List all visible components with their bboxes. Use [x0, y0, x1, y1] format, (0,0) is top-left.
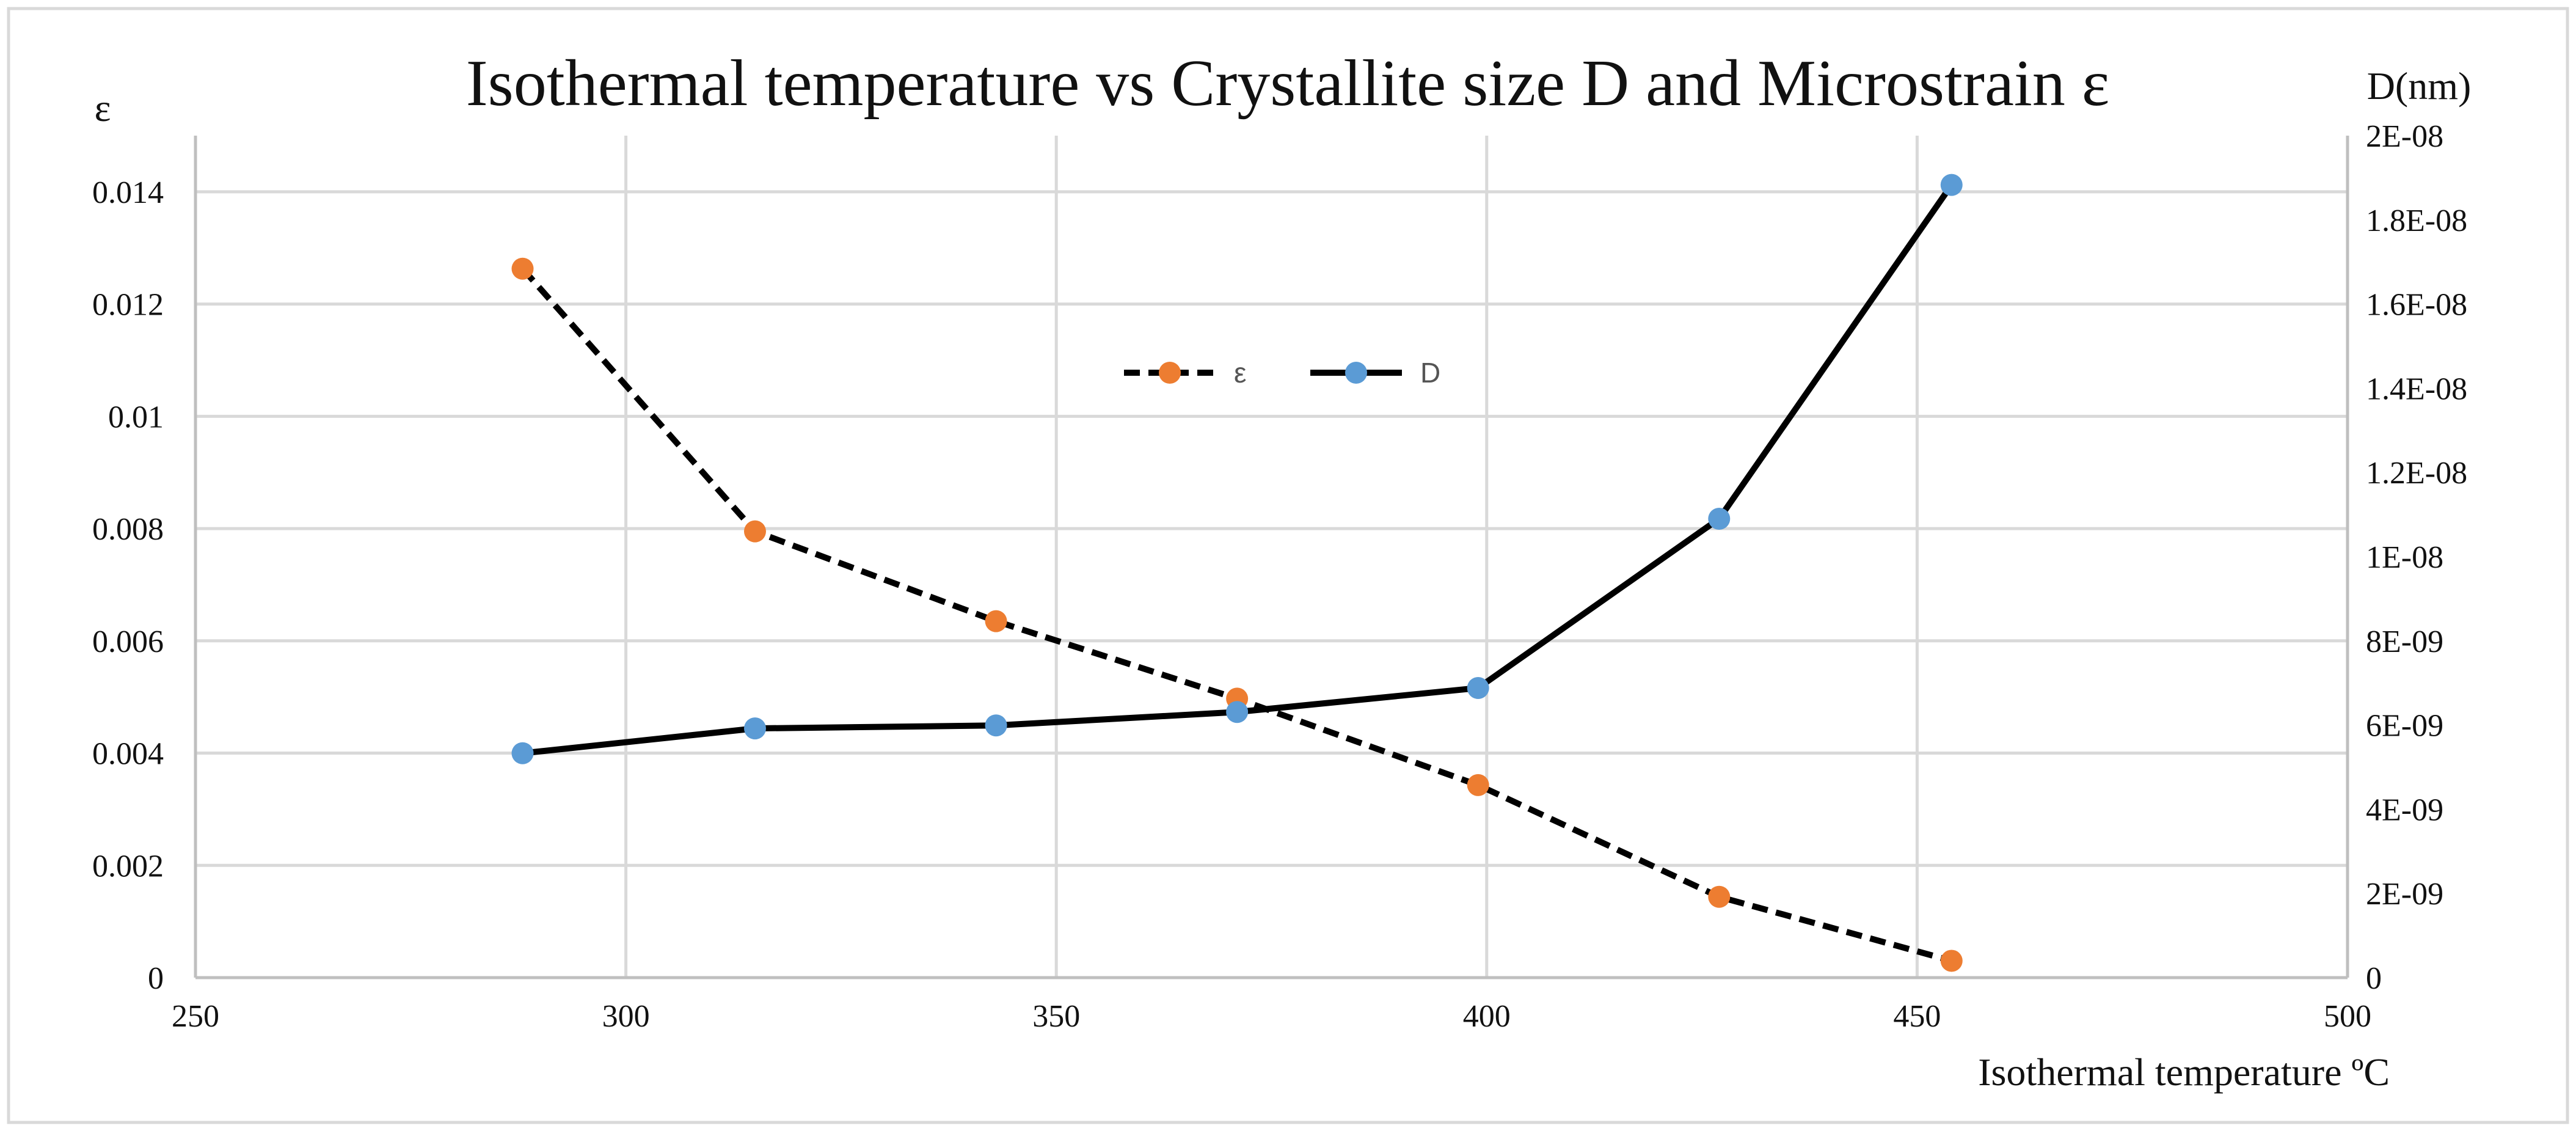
data-point-d	[1467, 676, 1489, 699]
y-left-tick-label: 0.008	[92, 512, 164, 547]
axes: 0 0.002 0.004 0.006 0.008 0.01 0.012 0.014 0 2E-0…	[92, 119, 2467, 1034]
data-point-d	[1940, 174, 1963, 196]
y-right-tick-label: 1E-08	[2366, 540, 2443, 575]
y-left-tick-label: 0.006	[92, 624, 164, 659]
chart-border	[7, 7, 2569, 1124]
x-tick-label: 400	[1463, 999, 1511, 1034]
x-tick-label: 450	[1893, 999, 1941, 1034]
x-tick-label: 500	[2324, 999, 2371, 1034]
data-point-epsilon	[1940, 950, 1963, 972]
y-right-tick-label: 0	[2366, 961, 2382, 996]
data-point-d	[743, 717, 766, 740]
y-left-tick-label: 0.014	[92, 175, 164, 210]
legend-marker-d	[1345, 362, 1367, 384]
y-left-tick-label: 0.01	[108, 400, 164, 434]
y-right-tick-label: 2E-08	[2366, 119, 2443, 154]
x-tick-label: 350	[1032, 999, 1080, 1034]
y-right-tick-label: 1.8E-08	[2366, 203, 2467, 238]
y-right-tick-label: 6E-09	[2366, 709, 2443, 744]
data-point-epsilon	[1708, 885, 1731, 908]
data-point-d	[511, 742, 534, 764]
y-left-tick-label: 0.004	[92, 737, 164, 772]
x-tick-label: 250	[172, 999, 219, 1034]
y-left-tick-label: 0	[148, 961, 164, 996]
y-right-axis-label: D(nm)	[2367, 64, 2472, 108]
chart-title: Isothermal temperature vs Crystallite si…	[466, 47, 2110, 120]
legend-marker-epsilon	[1159, 362, 1181, 384]
data-point-epsilon	[985, 610, 1007, 632]
data-point-epsilon	[743, 520, 766, 543]
y-left-tick-label: 0.012	[92, 288, 164, 323]
y-right-tick-label: 8E-09	[2366, 624, 2443, 659]
gridlines	[195, 136, 2348, 978]
y-left-tick-label: 0.002	[92, 849, 164, 884]
data-point-d	[1226, 701, 1249, 723]
y-left-axis-label: ε	[95, 86, 111, 130]
data-point-d	[1708, 507, 1731, 530]
y-right-tick-label: 1.2E-08	[2366, 456, 2467, 491]
y-right-tick-label: 2E-09	[2366, 877, 2443, 912]
y-right-tick-label: 1.6E-08	[2366, 288, 2467, 323]
y-right-tick-label: 1.4E-08	[2366, 372, 2467, 406]
x-tick-label: 300	[602, 999, 650, 1034]
series-layer	[511, 174, 1963, 972]
y-right-tick-label: 4E-09	[2366, 792, 2443, 827]
data-point-d	[985, 714, 1007, 737]
data-point-epsilon	[511, 257, 534, 280]
data-point-epsilon	[1467, 774, 1489, 796]
legend-label-epsilon: ε	[1234, 357, 1247, 389]
x-axis-label: Isothermal temperature ºC	[1978, 1050, 2390, 1094]
legend-label-d: D	[1420, 357, 1440, 389]
